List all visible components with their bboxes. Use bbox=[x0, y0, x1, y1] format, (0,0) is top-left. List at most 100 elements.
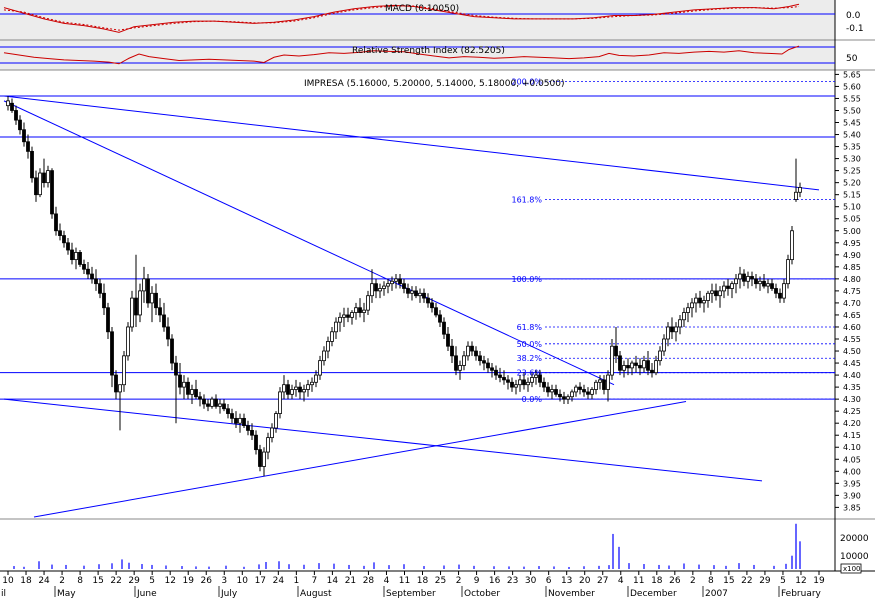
candle-body-145 bbox=[586, 391, 590, 395]
price-tick-label-20: 4.65 bbox=[843, 311, 861, 320]
candle-56 bbox=[230, 408, 234, 424]
candle-body-125 bbox=[506, 379, 510, 383]
candle-body-29 bbox=[122, 355, 126, 386]
day-tick-label-0: 10 bbox=[2, 576, 14, 586]
candle-149 bbox=[602, 375, 606, 395]
candle-body-91 bbox=[370, 283, 374, 297]
candle-body-143 bbox=[578, 386, 582, 390]
candle-108 bbox=[438, 310, 442, 327]
candle-body-5 bbox=[26, 141, 30, 152]
day-tick-label-2: 24 bbox=[38, 576, 50, 586]
candle-158 bbox=[638, 358, 642, 376]
candle-151 bbox=[610, 339, 614, 380]
candle-25 bbox=[106, 302, 110, 339]
month-label-6: October bbox=[464, 589, 500, 599]
candle-body-183 bbox=[738, 273, 742, 280]
candle-body-174 bbox=[702, 300, 706, 304]
candle-body-192 bbox=[774, 288, 778, 294]
candle-body-165 bbox=[666, 326, 670, 340]
candle-body-13 bbox=[58, 230, 62, 236]
candle-body-97 bbox=[394, 278, 398, 282]
candle-body-105 bbox=[426, 297, 430, 304]
candle-body-144 bbox=[582, 389, 586, 393]
candle-body-132 bbox=[534, 374, 538, 378]
candle-162 bbox=[654, 355, 658, 376]
candle-body-74 bbox=[302, 389, 306, 393]
candle-70 bbox=[286, 379, 290, 400]
candle-144 bbox=[582, 384, 586, 397]
candle-body-127 bbox=[514, 384, 518, 388]
candle-body-115 bbox=[466, 345, 470, 357]
candle-body-177 bbox=[714, 290, 718, 297]
candle-body-197 bbox=[794, 191, 798, 200]
candle-body-135 bbox=[546, 386, 550, 393]
candle-34 bbox=[142, 266, 146, 303]
candle-185 bbox=[746, 271, 750, 289]
candle-60 bbox=[246, 420, 250, 436]
candle-body-184 bbox=[742, 273, 746, 282]
day-tick-label-27: 16 bbox=[489, 576, 501, 586]
candle-106 bbox=[430, 298, 434, 313]
candle-body-16 bbox=[70, 249, 74, 261]
price-axis-ticks: 5.65 5.60 5.55 5.50 5.45 5.40 5.35 5.30 5.25 5.20… bbox=[835, 70, 861, 512]
candle-179 bbox=[722, 281, 726, 299]
candle-body-155 bbox=[626, 365, 630, 369]
candle-body-139 bbox=[562, 396, 566, 400]
candle-body-173 bbox=[698, 297, 702, 304]
candle-125 bbox=[506, 375, 510, 390]
candle-39 bbox=[162, 302, 166, 332]
candle-141 bbox=[570, 389, 574, 402]
candle-body-48 bbox=[198, 396, 202, 400]
candle-body-58 bbox=[238, 417, 242, 424]
day-tick-label-13: 10 bbox=[237, 576, 249, 586]
candle-body-89 bbox=[362, 309, 366, 313]
candle-143 bbox=[578, 382, 582, 395]
day-tick-label-16: 1 bbox=[293, 576, 299, 586]
candle-body-65 bbox=[266, 437, 270, 453]
candle-59 bbox=[242, 413, 246, 428]
candle-99 bbox=[402, 278, 406, 294]
candle-body-60 bbox=[246, 425, 250, 431]
candle-body-1 bbox=[10, 102, 14, 111]
candle-body-84 bbox=[342, 314, 346, 318]
candle-body-123 bbox=[498, 374, 502, 378]
candle-176 bbox=[710, 283, 714, 303]
candle-body-126 bbox=[510, 381, 514, 388]
candle-192 bbox=[774, 283, 778, 299]
candle-body-198 bbox=[798, 187, 802, 193]
candle-198 bbox=[798, 182, 802, 198]
candle-31 bbox=[130, 290, 134, 332]
candle-body-31 bbox=[130, 297, 134, 328]
day-tick-label-28: 23 bbox=[507, 576, 518, 586]
candle-148 bbox=[598, 375, 602, 390]
candle-75 bbox=[306, 379, 310, 397]
candle-187 bbox=[754, 274, 758, 289]
candle-55 bbox=[226, 403, 230, 419]
candle-1 bbox=[10, 98, 14, 113]
candle-body-181 bbox=[730, 283, 734, 289]
candle-49 bbox=[202, 394, 206, 409]
candle-body-113 bbox=[458, 365, 462, 371]
candle-body-193 bbox=[778, 292, 782, 299]
candle-body-142 bbox=[574, 386, 578, 393]
right-axis-background bbox=[835, 0, 875, 599]
candle-182 bbox=[734, 274, 738, 294]
day-tick-label-3: 2 bbox=[59, 576, 65, 586]
candle-body-117 bbox=[474, 350, 478, 357]
price-tick-label-18: 4.75 bbox=[843, 287, 861, 296]
candle-body-72 bbox=[294, 386, 298, 390]
candle-116 bbox=[470, 341, 474, 356]
candle-body-24 bbox=[102, 292, 106, 309]
candle-body-195 bbox=[786, 259, 790, 285]
candle-98 bbox=[398, 274, 402, 289]
price-tick-label-7: 5.30 bbox=[843, 155, 861, 164]
candle-body-161 bbox=[650, 369, 654, 374]
price-tick-label-26: 4.35 bbox=[843, 383, 861, 392]
candle-194 bbox=[782, 278, 786, 303]
candle-170 bbox=[686, 302, 690, 323]
candle-body-120 bbox=[486, 362, 490, 369]
candle-body-41 bbox=[170, 338, 174, 364]
